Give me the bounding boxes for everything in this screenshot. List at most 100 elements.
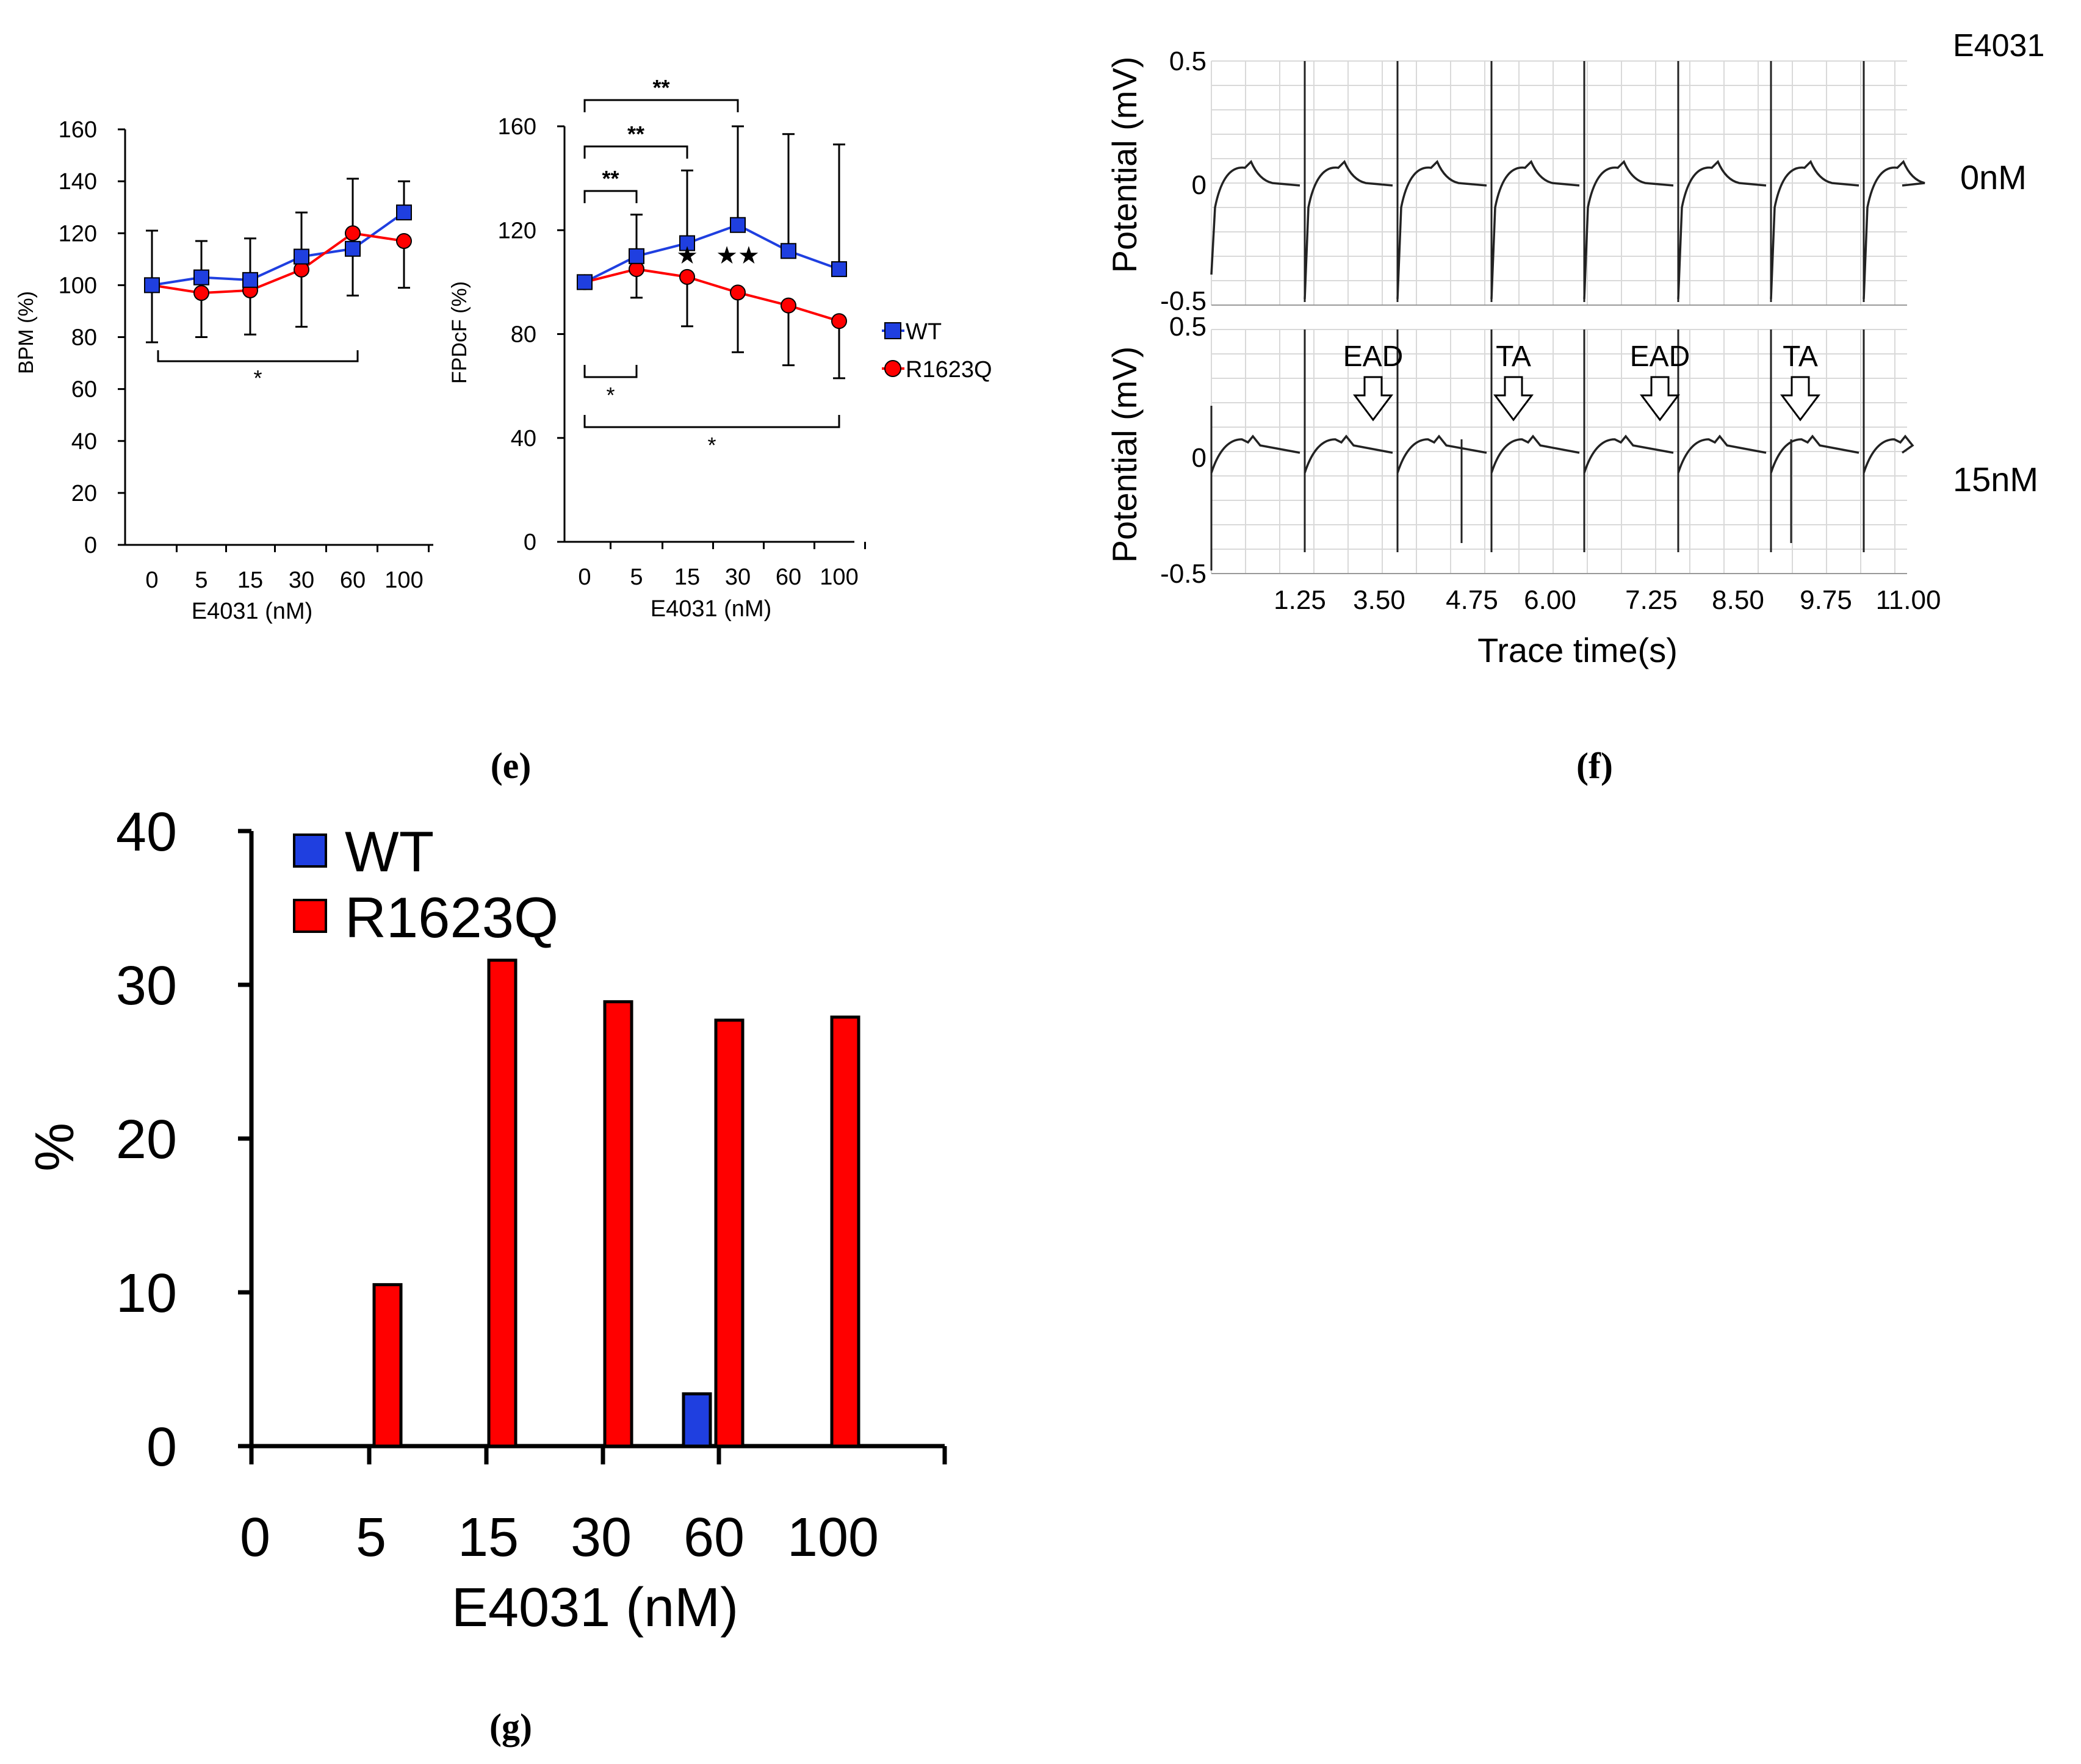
incidence-ytick-label: 20 (116, 1109, 177, 1170)
bpm-point-WT (193, 269, 209, 286)
fpdcf-xtick-label: 5 (630, 564, 643, 590)
incidence-bars (372, 959, 860, 1448)
bpm-significance-label: * (253, 365, 262, 391)
trace-xtick-label: 4.75 (1446, 585, 1498, 615)
fpdcf-xtick-label: 0 (578, 564, 591, 590)
panel-label-g: (g) (489, 1707, 532, 1747)
trace-annotation-arrow (1640, 376, 1680, 422)
bpm-x-ticks: 0 5 15 30 60 100 (145, 545, 430, 593)
trace-annotation-ead: EAD (1630, 340, 1690, 373)
trace-ytick-bottom-0.5: 0.5 (1169, 312, 1206, 342)
incidence-bar-R1623Q (830, 1015, 860, 1448)
bpm-xtick-label: 100 (384, 567, 423, 593)
incidence-bar-WT (682, 1392, 712, 1448)
bpm-point-WT (396, 204, 412, 221)
fpdcf-top-bracket (583, 190, 638, 203)
fpdcf-xtick-label: 30 (725, 564, 751, 590)
panel-label-e: (e) (491, 746, 532, 786)
fpdcf-top-bracket-label: ** (602, 166, 619, 191)
trace-xtick-label: 9.75 (1800, 585, 1852, 615)
bpm-marks: * (144, 178, 412, 391)
bpm-xlabel: E4031 (nM) (192, 599, 313, 624)
bpm-point-R1623Q (193, 285, 209, 301)
trace-panel-label-15nM: 15nM (1953, 460, 2038, 499)
bpm-ytick-label: 100 (59, 273, 97, 298)
incidence-ytick-label: 0 (146, 1417, 177, 1478)
fpdcf-point-R1623Q (679, 268, 695, 285)
bpm-ytick-label: 160 (59, 117, 97, 143)
legend-r1623q-marker (884, 360, 901, 377)
legend-wt-label: WT (345, 819, 434, 884)
legend-r1623q-label: R1623Q (345, 885, 558, 949)
bpm-series-line-WT (151, 211, 405, 287)
bpm-ylabel: BPM (%) (15, 291, 38, 374)
fpdcf-bottom-bracket (583, 415, 840, 428)
trace-ytick-top-0: 0 (1192, 170, 1206, 200)
trace-annotation-ta: TA (1496, 340, 1531, 373)
fpdcf-xtick-label: 100 (820, 564, 858, 590)
incidence-bar-R1623Q (487, 959, 518, 1448)
fpdcf-marks: ********★ ★★ (577, 75, 847, 458)
trace-xtick-label: 3.50 (1353, 585, 1405, 615)
incidence-xtick-label: 5 (356, 1507, 386, 1568)
fpdcf-ytick-label: 40 (511, 426, 536, 452)
trace-panel-label-0nM: 0nM (1960, 158, 2027, 196)
trace-xtick-label: 11.00 (1876, 585, 1941, 615)
trace-xlabel: Trace time(s) (1477, 631, 1678, 669)
fpdcf-series-line-WT (584, 223, 840, 284)
fpdcf-point-R1623Q (730, 284, 746, 301)
trace-ytick-bottom-neg0.5: -0.5 (1160, 559, 1206, 589)
bpm-xtick-label: 30 (289, 567, 314, 593)
fpdcf-ytick-label: 80 (511, 322, 536, 348)
trace-chart: E4031 0nM 15nM Potential (mV) Potential … (1105, 28, 2044, 669)
trace-title: E4031 (1953, 28, 2044, 63)
fpdcf-xtick-label: 15 (674, 564, 700, 590)
bpm-xtick-label: 15 (237, 567, 263, 593)
incidence-ytick-label: 40 (116, 802, 177, 863)
fpdcf-legend: WT R1623Q (882, 319, 992, 383)
bpm-point-WT (345, 240, 361, 257)
trace-annotation-arrow (1780, 376, 1820, 422)
fpdcf-bottom-bracket-label: * (707, 433, 716, 458)
bpm-xtick-label: 60 (340, 567, 366, 593)
bpm-ytick-label: 120 (59, 221, 97, 247)
fpdcf-ytick-label: 160 (498, 114, 536, 140)
trace-xtick-label: 8.50 (1712, 585, 1764, 615)
trace-ytick-bottom-0: 0 (1192, 443, 1206, 473)
fpdcf-point-WT (781, 243, 796, 259)
fpdcf-bottom-bracket-label: * (606, 383, 615, 408)
trace-annotation-ead: EAD (1343, 340, 1404, 373)
legend-r1623q-label: R1623Q (906, 357, 992, 383)
fpdcf-xlabel: E4031 (nM) (651, 596, 772, 622)
fpdcf-top-bracket-label: ** (652, 75, 669, 100)
incidence-ytick-label: 30 (116, 956, 177, 1017)
trace-xtick-label: 1.25 (1274, 585, 1326, 615)
trace-ylabel-top: Potential (mV) (1105, 57, 1144, 273)
panel-label-f: (f) (1576, 746, 1613, 786)
trace-annotation-arrow (1353, 376, 1393, 422)
incidence-y-ticks: 0 10 20 30 40 (116, 802, 251, 1478)
bpm-ytick-label: 140 (59, 169, 97, 195)
fpdcf-point-WT (831, 261, 847, 278)
fpdcf-point-WT (730, 217, 746, 233)
incidence-xtick-label: 60 (683, 1507, 745, 1568)
fpdcf-series-line-R1623Q (584, 268, 840, 323)
trace-waveform-0nM (1210, 159, 1925, 300)
incidence-xtick-label: 15 (458, 1507, 519, 1568)
fpdcf-top-bracket (583, 145, 688, 159)
trace-ytick-top-0.5: 0.5 (1169, 46, 1206, 76)
fpdcf-point-R1623Q (781, 297, 796, 314)
trace-annotation-ta: TA (1783, 340, 1818, 373)
trace-grid (1211, 60, 1907, 574)
incidence-ylabel: % (24, 1123, 85, 1172)
fpdcf-x-ticks: 0 5 15 30 60 100 (578, 542, 866, 590)
bpm-ytick-label: 20 (71, 481, 97, 506)
fpdcf-star-marker: ★★ (716, 242, 760, 269)
bpm-ytick-label: 0 (84, 533, 97, 558)
fpdcf-point-WT (629, 248, 644, 264)
bpm-xtick-label: 5 (195, 567, 207, 593)
incidence-bar-R1623Q (714, 1018, 745, 1448)
incidence-legend: WT R1623Q (293, 819, 558, 949)
legend-wt-swatch (293, 833, 327, 868)
